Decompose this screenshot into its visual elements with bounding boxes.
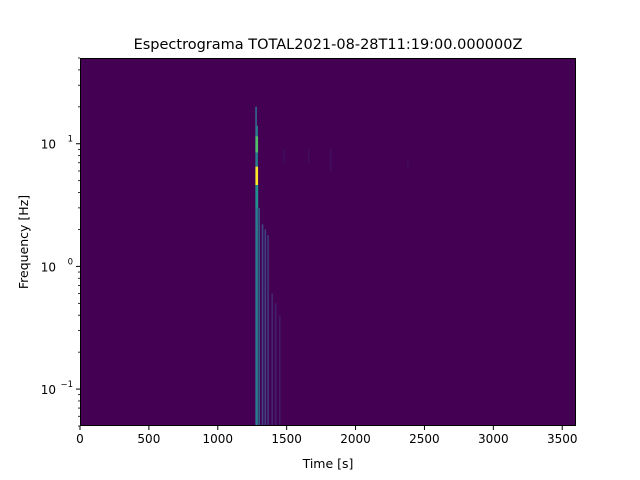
y-tick-label: 10 [41, 138, 56, 152]
y-tick-label: 10 [41, 260, 56, 274]
energy-streak [274, 303, 277, 426]
y-axis-label: Frequency [Hz] [16, 195, 31, 289]
x-tick-label: 1000 [203, 432, 234, 446]
faint-energy-streak [308, 149, 310, 163]
faint-energy-streak [283, 149, 285, 163]
y-tick-exponent: 1 [68, 135, 73, 145]
energy-streak [258, 207, 260, 426]
energy-streak [255, 106, 257, 427]
y-tick-exponent: −1 [60, 380, 73, 390]
faint-energy-streak [407, 159, 409, 167]
energy-streak [278, 315, 281, 426]
x-axis-label: Time [s] [302, 456, 354, 471]
y-tick-label: 10 [41, 383, 56, 397]
y-axis: 10 −1 10 0 10 1 [41, 57, 80, 427]
energy-streak [256, 125, 258, 427]
plot-area [80, 58, 576, 427]
energy-hot-spot [255, 185, 259, 208]
x-tick-label: 0 [76, 432, 84, 446]
y-tick-exponent: 0 [68, 257, 73, 267]
plot-frame [80, 58, 576, 426]
spectrogram-features [255, 106, 409, 427]
energy-streak [261, 224, 264, 426]
x-tick-label: 500 [137, 432, 160, 446]
energy-streak [271, 293, 273, 426]
x-tick-label: 1500 [271, 432, 302, 446]
energy-streak [264, 229, 267, 426]
x-tick-label: 2000 [340, 432, 371, 446]
energy-hot-spot [255, 166, 259, 186]
chart-title: Espectrograma TOTAL2021-08-28T11:19:00.0… [134, 37, 523, 53]
x-tick-label: 2500 [409, 432, 440, 446]
x-tick-label: 3000 [478, 432, 509, 446]
x-tick-label: 3500 [547, 432, 578, 446]
faint-energy-streak [330, 149, 332, 171]
energy-streak [267, 235, 269, 426]
energy-hot-spot [255, 136, 259, 153]
spectrogram-background [80, 58, 576, 426]
x-axis: 0 500 1000 1500 2000 2500 3000 3500 [76, 426, 577, 446]
